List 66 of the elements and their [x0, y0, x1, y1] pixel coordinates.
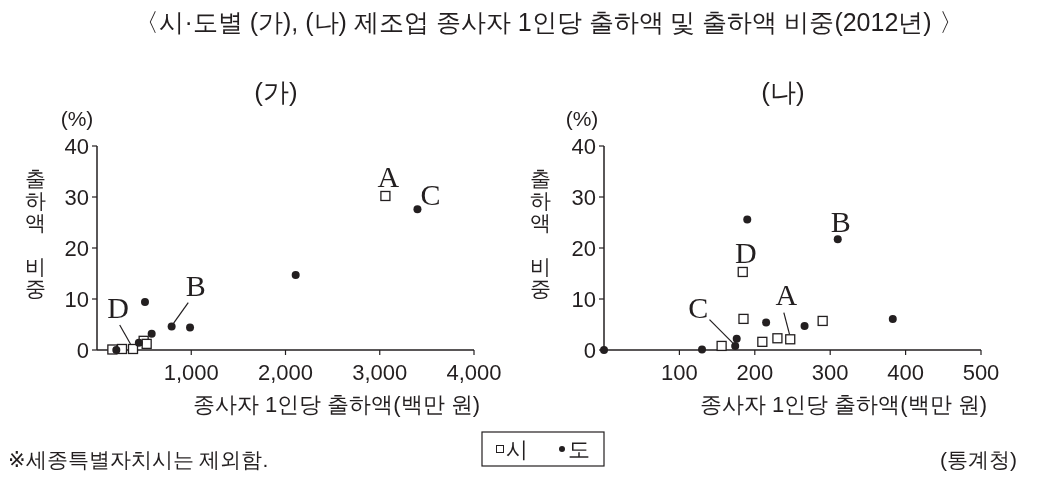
y-tick-label: 0 [76, 337, 89, 363]
point [413, 205, 422, 214]
x-tick-label: 400 [887, 360, 924, 385]
annotation: B [830, 205, 851, 239]
y-tick-label: 20 [64, 235, 89, 261]
point [134, 338, 143, 347]
y-tick-label: 10 [571, 286, 596, 312]
point [772, 333, 783, 344]
y-tick-label: 10 [64, 286, 89, 312]
annotation: D [734, 235, 757, 269]
point [737, 266, 748, 278]
y-tick-label: 40 [64, 133, 89, 159]
point [762, 318, 771, 327]
point [167, 322, 176, 331]
point [732, 334, 741, 343]
point [785, 334, 796, 345]
x-tick-label: 500 [962, 360, 1000, 385]
annotation: C [420, 178, 441, 212]
point [731, 341, 740, 350]
point [698, 345, 707, 354]
annotation: A [377, 159, 400, 193]
text: (통계청) [940, 448, 1017, 471]
point [127, 343, 139, 355]
y-tick-label: 30 [571, 184, 596, 210]
point [380, 190, 391, 202]
point [716, 340, 727, 352]
point [833, 235, 842, 244]
legend-label: 도 [568, 437, 590, 462]
text: ※세종특별자치시는 제외함. [8, 448, 269, 471]
chart-subtitle: (나) [761, 77, 805, 107]
annotation: C [688, 290, 709, 324]
point [743, 215, 752, 224]
point [738, 313, 749, 325]
y-tick-label: 40 [571, 133, 596, 159]
text: (%) [565, 107, 599, 130]
text: (%) [60, 107, 94, 130]
x-tick-label: 100 [661, 360, 698, 385]
annotation: D [107, 290, 129, 324]
point [147, 329, 156, 338]
annotation: B [185, 268, 206, 302]
y-axis-title: 출하액 비중 [24, 167, 46, 300]
chart-subtitle: (가) [254, 77, 298, 107]
y-tick-label: 30 [64, 184, 89, 210]
x-tick-label: 2,000 [257, 360, 314, 385]
point [291, 271, 300, 280]
point [140, 298, 149, 307]
legend-label: 시 [506, 437, 528, 462]
x-tick-label: 200 [736, 360, 774, 385]
x-axis-title: 종사자 1인당 출하액(백만 원) [192, 392, 480, 417]
y-tick-label: 0 [583, 337, 596, 363]
point [757, 336, 768, 347]
x-tick-label: 300 [811, 360, 849, 385]
x-axis-title: 종사자 1인당 출하액(백만 원) [699, 392, 987, 417]
point [817, 315, 828, 327]
x-tick-label: 3,000 [352, 360, 408, 385]
point [186, 323, 195, 332]
point [888, 314, 897, 323]
text: 〈시·도별 (가), (나) 제조업 종사자 1인당 출하액 및 출하액 비중(2012년) 〉 [134, 8, 964, 36]
point [112, 346, 121, 354]
point [800, 322, 809, 331]
point [141, 338, 152, 350]
y-axis-title: 출하액 비중 [529, 167, 551, 300]
y-tick-label: 20 [571, 235, 596, 261]
x-tick-label: 4,000 [446, 360, 502, 385]
x-tick-label: 1,000 [163, 360, 219, 385]
annotation: A [775, 278, 798, 312]
